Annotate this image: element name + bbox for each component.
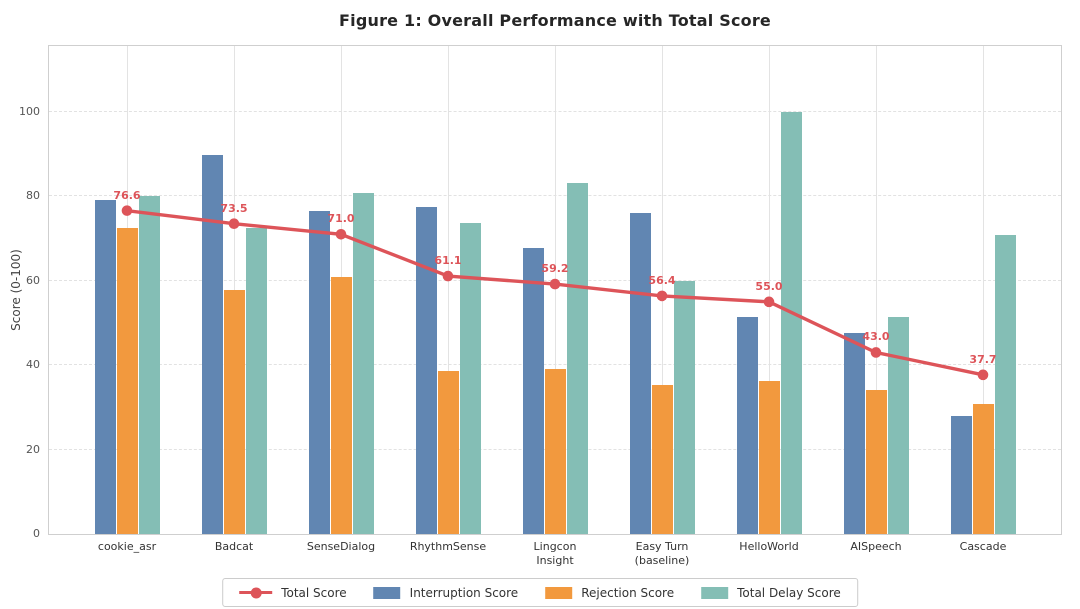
value-label: 43.0 [862, 330, 890, 344]
x-tick-label: HelloWorld [739, 540, 799, 553]
x-tick-label: AISpeech [850, 540, 902, 553]
legend-label: Total Delay Score [737, 585, 841, 600]
bar-total-delay-score [245, 227, 267, 534]
legend-item: Total Delay Score [701, 586, 841, 600]
bar-total-delay-score [887, 316, 909, 534]
legend-item: Interruption Score [373, 585, 519, 600]
bar-interruption-score [522, 248, 544, 534]
horizontal-gridline [49, 110, 1061, 112]
x-tick-label: Cascade [959, 540, 1007, 553]
bar-interruption-score [950, 416, 972, 534]
y-tick-label: 0 [33, 527, 40, 540]
bar-total-delay-score [138, 196, 160, 534]
line-point-marker [442, 270, 454, 282]
y-tick-label: 60 [26, 273, 40, 287]
value-label: 56.4 [648, 273, 676, 287]
line-point-marker [335, 228, 347, 240]
legend-swatch-icon [373, 586, 401, 599]
vertical-gridline [768, 46, 770, 534]
bar-interruption-score [308, 210, 330, 534]
value-label: 55.0 [755, 279, 783, 293]
bar-total-delay-score [566, 182, 588, 534]
total-score-line-icon [239, 587, 273, 598]
line-point-marker [977, 369, 989, 381]
y-tick-label: 20 [26, 442, 40, 456]
line-point-marker [870, 347, 882, 358]
total-score-dot-icon [250, 587, 262, 598]
value-label: 59.2 [541, 262, 569, 276]
x-tick-label: Easy Turn (baseline) [634, 540, 690, 567]
value-label: 61.1 [434, 254, 462, 268]
y-tick-label: 80 [26, 189, 40, 203]
line-point-marker [763, 296, 775, 308]
legend-item: Rejection Score [545, 586, 674, 600]
bar-interruption-score [843, 333, 865, 534]
bar-interruption-score [201, 154, 223, 534]
vertical-gridline [661, 46, 663, 534]
legend-swatch-icon [701, 586, 729, 599]
legend: Total Score Interruption Score Rejection S… [222, 578, 858, 607]
x-tick-label: cookie_asr [97, 540, 157, 553]
chart-title: Figure 1: Overall Performance with Total… [339, 11, 771, 30]
x-tick-label: RhythmSense [409, 540, 487, 553]
bar-interruption-score [415, 206, 437, 534]
value-label: 37.7 [969, 352, 997, 366]
bar-rejection-score [116, 228, 138, 534]
vertical-gridline [982, 46, 984, 534]
bar-total-delay-score [673, 280, 695, 534]
bar-rejection-score [758, 381, 780, 534]
bar-rejection-score [544, 369, 566, 534]
vertical-gridline [447, 46, 449, 534]
y-tick-label: 100 [19, 104, 40, 118]
bar-total-delay-score [352, 193, 374, 534]
line-point-marker [656, 290, 668, 302]
bar-total-delay-score [780, 111, 802, 534]
bar-rejection-score [972, 403, 994, 534]
legend-label: Rejection Score [581, 585, 675, 600]
horizontal-gridline [49, 195, 1061, 197]
total-score-line-layer [121, 205, 989, 381]
value-label: 73.5 [220, 201, 248, 215]
y-tick-label: 40 [26, 358, 40, 372]
legend-item: Total Score [239, 585, 347, 600]
bar-total-delay-score [459, 223, 481, 534]
vertical-gridline [875, 46, 877, 534]
bar-rejection-score [865, 390, 887, 534]
vertical-gridline [554, 46, 556, 534]
line-point-marker [228, 218, 240, 230]
plot-area: 76.6 73.5 71.0 61.1 59.2 56.4 55.0 43.0 37.7 [48, 45, 1062, 535]
line-point-marker [121, 205, 133, 216]
horizontal-gridline [49, 364, 1061, 366]
bar-rejection-score [651, 385, 673, 534]
bar-rejection-score [437, 371, 459, 534]
value-label: 71.0 [327, 212, 355, 226]
y-axis-label: Score (0-100) [9, 249, 23, 331]
legend-swatch-icon [545, 586, 573, 599]
bar-rejection-score [330, 276, 352, 534]
total-score-line [126, 208, 984, 377]
bar-total-delay-score [994, 235, 1016, 534]
legend-label: Interruption Score [409, 585, 519, 600]
bar-interruption-score [94, 199, 116, 534]
x-tick-label: Badcat [214, 540, 254, 553]
bar-rejection-score [223, 289, 245, 534]
value-label: 76.6 [113, 188, 141, 202]
legend-label: Total Score [281, 585, 347, 600]
bar-interruption-score [736, 317, 758, 534]
plot-inner: 76.6 73.5 71.0 61.1 59.2 56.4 55.0 43.0 37.7 [49, 46, 1061, 534]
line-point-marker [549, 278, 561, 290]
x-tick-label: Lingcon Insight [533, 540, 577, 567]
x-tick-label: SenseDialog [306, 540, 376, 553]
